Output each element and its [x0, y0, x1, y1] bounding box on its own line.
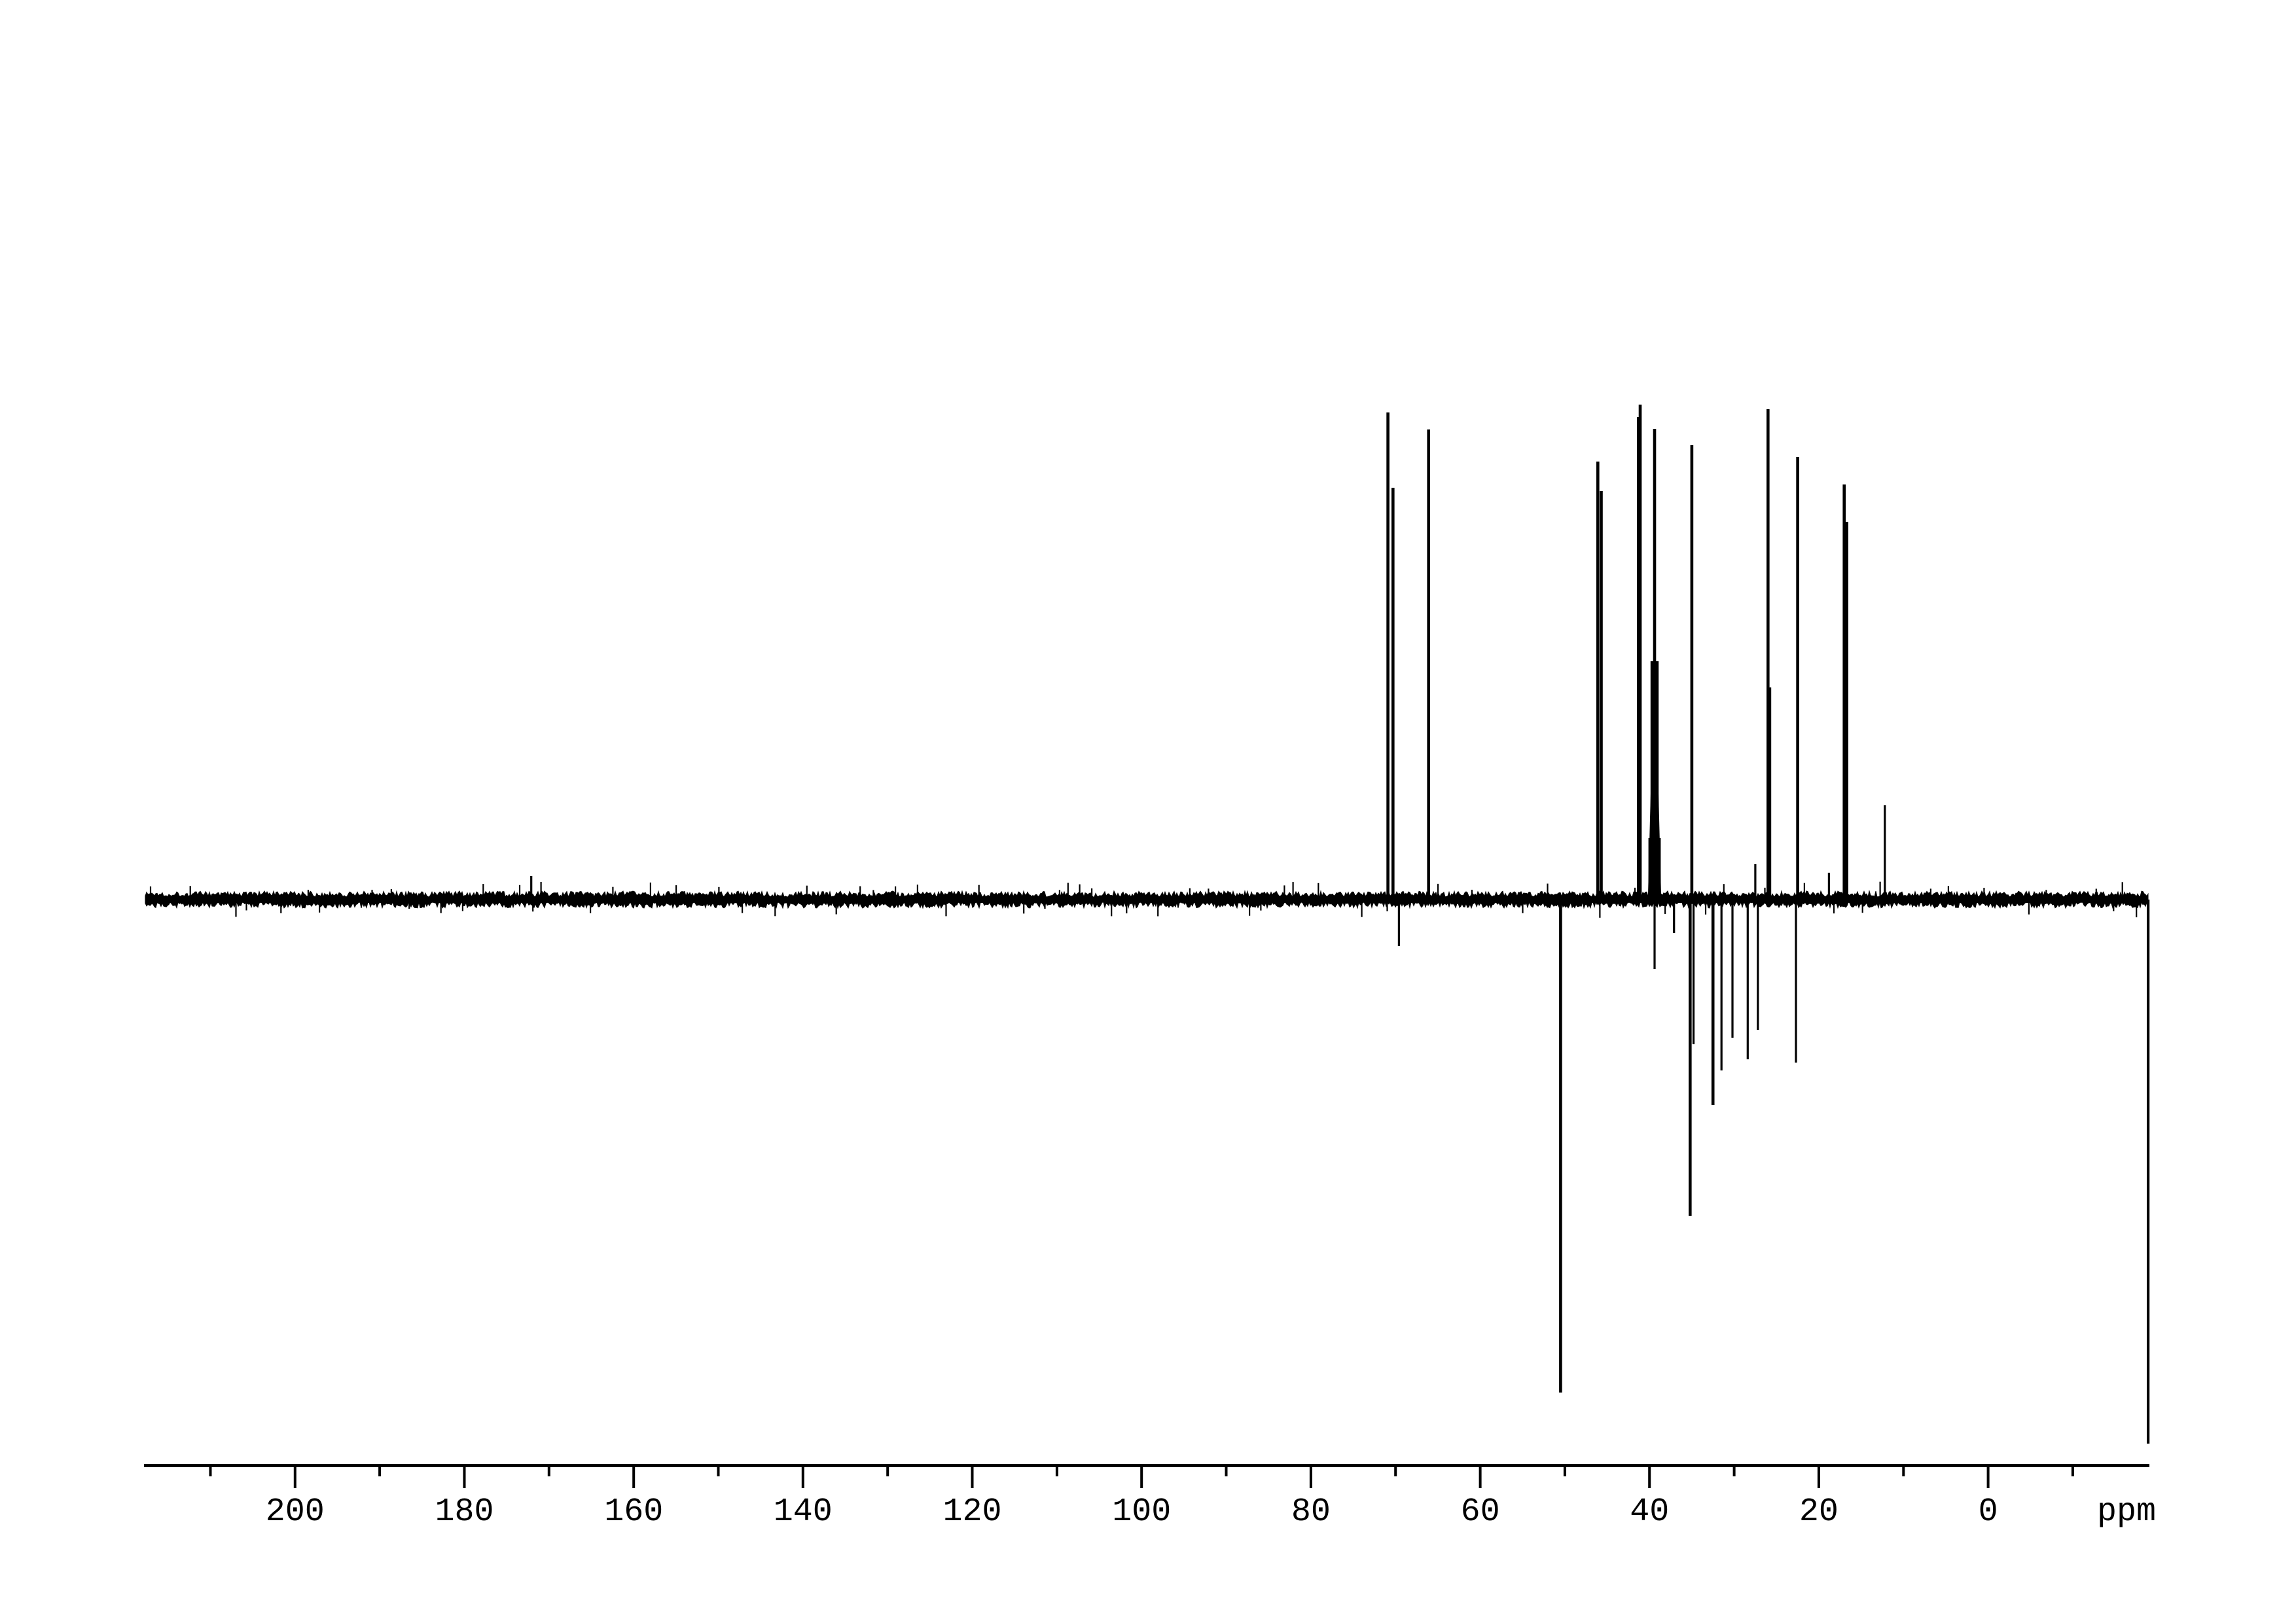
axis-tick-label-100: 100 — [1112, 1493, 1171, 1531]
axis-tick-label-140: 140 — [774, 1493, 833, 1531]
axis-unit-label: ppm — [2097, 1493, 2156, 1531]
axis-tick-label-160: 160 — [604, 1493, 663, 1531]
axis-tick-label-80: 80 — [1291, 1493, 1331, 1531]
x-axis-line — [144, 1464, 2149, 1467]
axis-tick-label-200: 200 — [266, 1493, 325, 1531]
ppm-axis: 200 180 160 140 120 100 80 60 40 20 0 ppm — [144, 1464, 2156, 1531]
axis-tick-label-0: 0 — [1979, 1493, 1998, 1531]
axis-tick-label-20: 20 — [1799, 1493, 1839, 1531]
spectrum-peaks — [530, 405, 2150, 1444]
axis-tick-label-180: 180 — [435, 1493, 493, 1531]
axis-tick-label-40: 40 — [1630, 1493, 1669, 1531]
axis-tick-label-60: 60 — [1461, 1493, 1500, 1531]
axis-tick-label-120: 120 — [942, 1493, 1001, 1531]
